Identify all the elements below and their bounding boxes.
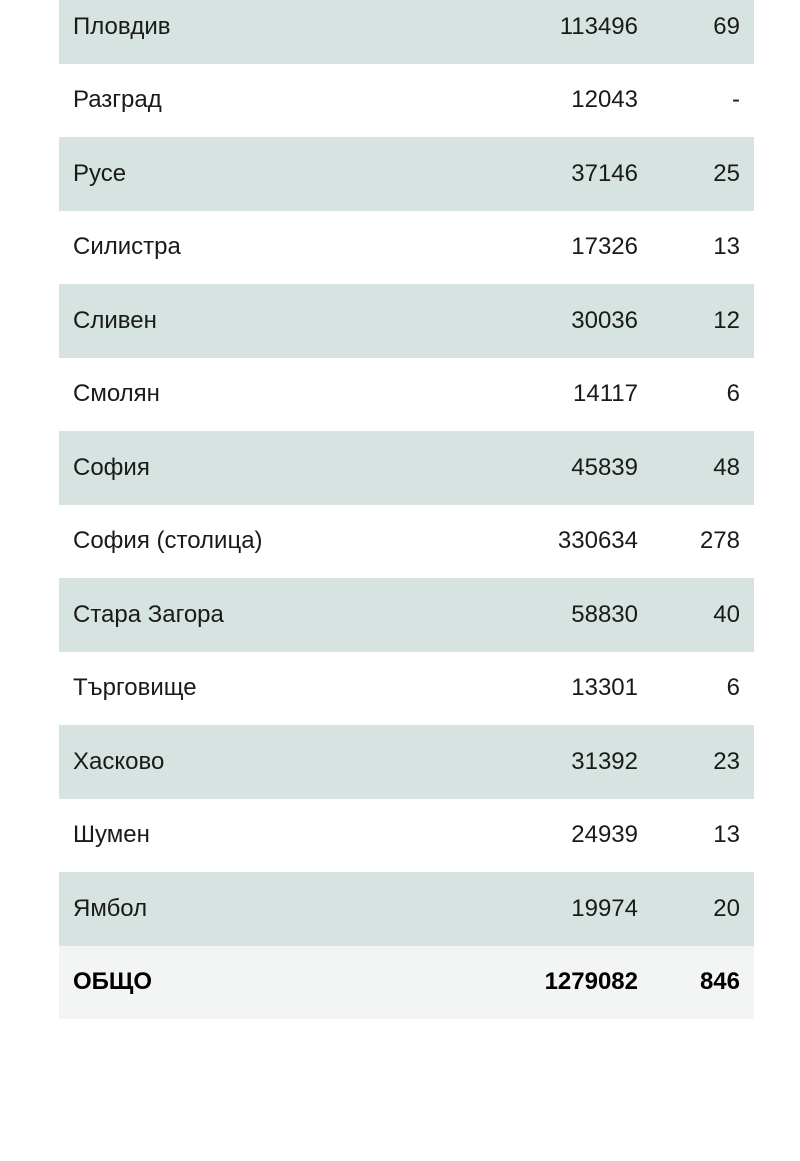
value2-cell: 12 [713,306,740,334]
value2-cell: 23 [713,747,740,775]
table-row: София (столица) 330634 278 [59,504,754,578]
value1-cell: 13301 [571,674,638,702]
value2-cell: 278 [699,527,740,555]
table-row: Силистра 17326 13 [59,210,754,284]
table-row: Смолян 14117 6 [59,357,754,431]
value1-cell: 30036 [571,306,638,334]
table-row: Търговище 13301 6 [59,651,754,725]
value1-cell: 37146 [571,159,638,187]
value1-cell: 14117 [573,380,638,408]
table-row: София 45839 48 [59,431,754,505]
table-row: Хасково 31392 23 [59,725,754,799]
region-cell: Русе [73,159,127,187]
region-cell: Стара Загора [73,600,224,628]
value1-cell: 58830 [571,600,638,628]
value1-cell: 24939 [571,821,638,849]
value2-cell: 13 [713,821,740,849]
value2-cell: 6 [726,380,740,408]
value2-cell: - [732,86,740,114]
table-row: Ямбол 19974 20 [59,872,754,946]
region-cell: Търговище [73,674,197,702]
region-cell: Шумен [73,821,150,849]
region-cell: Разград [73,86,162,114]
table-row: Стара Загора 58830 40 [59,578,754,652]
value2-cell: 20 [713,894,740,922]
value1-cell: 12043 [571,86,638,114]
value2-cell: 48 [713,453,740,481]
region-cell: София [73,453,150,481]
region-cell: Пловдив [73,12,171,40]
value1-cell: 45839 [571,453,638,481]
value2-cell: 13 [713,233,740,261]
value2-cell: 69 [713,12,740,40]
region-cell: Хасково [73,747,165,775]
table-row: Сливен 30036 12 [59,284,754,358]
total-value1: 1279082 [544,968,638,996]
value1-cell: 31392 [571,747,638,775]
value2-cell: 25 [713,159,740,187]
region-cell: Ямбол [73,894,148,922]
region-table: Пловдив 113496 69 Разград 12043 - Русе 37146 25 С… [59,0,754,1019]
table-row: Пловдив 113496 69 [59,0,754,64]
total-value2: 846 [699,968,740,996]
table-row: Русе 37146 25 [59,137,754,211]
value2-cell: 40 [713,600,740,628]
table-total-row: ОБЩО 1279082 846 [59,945,754,1019]
region-cell: Сливен [73,306,157,334]
total-label: ОБЩО [73,968,153,996]
region-cell: Смолян [73,380,160,408]
value1-cell: 330634 [557,527,638,555]
value1-cell: 113496 [559,12,638,40]
value1-cell: 17326 [571,233,638,261]
table-row: Разград 12043 - [59,63,754,137]
value1-cell: 19974 [571,894,638,922]
region-cell: София (столица) [73,527,263,555]
table-row: Шумен 24939 13 [59,798,754,872]
value2-cell: 6 [726,674,740,702]
region-cell: Силистра [73,233,181,261]
